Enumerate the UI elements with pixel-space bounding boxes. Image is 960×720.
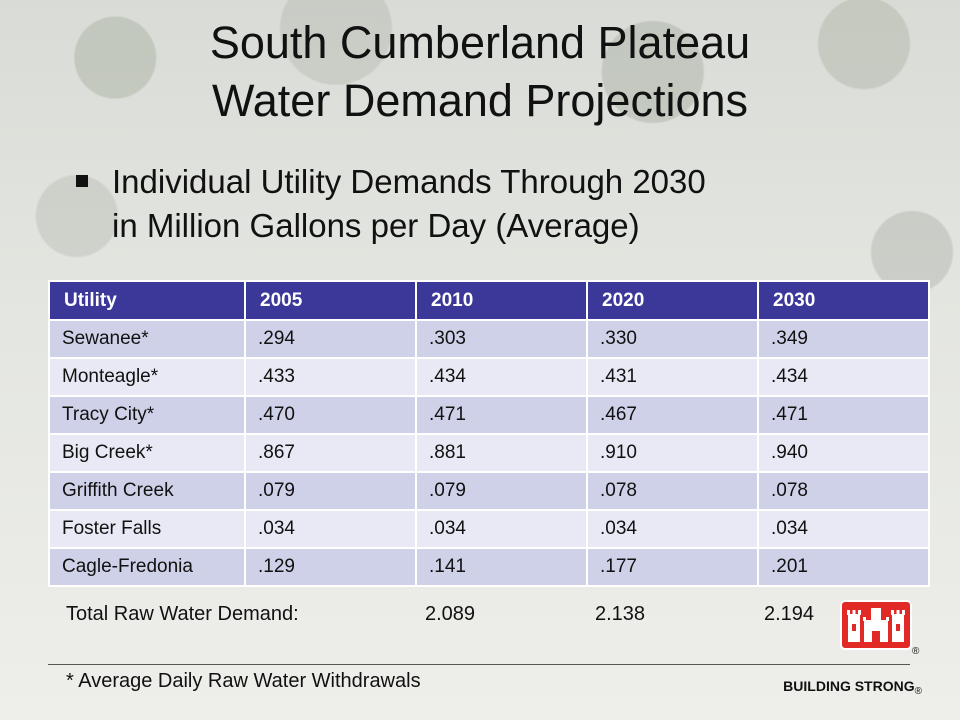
- cell-2030: .201: [757, 547, 930, 587]
- cell-2010: .434: [415, 357, 588, 397]
- brand-tagline: BUILDING STRONG®: [783, 678, 922, 697]
- square-bullet-icon: [76, 175, 88, 187]
- footnote: * Average Daily Raw Water Withdrawals: [66, 670, 421, 692]
- table-row: Monteagle* .433 .434 .431 .434: [48, 357, 930, 397]
- header-2010: 2010: [415, 280, 588, 321]
- table-row: Big Creek* .867 .881 .910 .940: [48, 433, 930, 473]
- header-2030: 2030: [757, 280, 930, 321]
- cell-2020: .910: [586, 433, 759, 473]
- cell-2005: .129: [244, 547, 417, 587]
- bullet-line-2: in Million Gallons per Day (Average): [112, 207, 640, 244]
- cell-2005: .470: [244, 395, 417, 435]
- footer-divider: [48, 664, 910, 665]
- cell-2030: .434: [757, 357, 930, 397]
- cell-2005: .867: [244, 433, 417, 473]
- cell-2010: .471: [415, 395, 588, 435]
- table-row: Foster Falls .034 .034 .034 .034: [48, 509, 930, 549]
- cell-2010: .034: [415, 509, 588, 549]
- bullet-line-1: Individual Utility Demands Through 2030: [112, 163, 706, 200]
- cell-2020: .467: [586, 395, 759, 435]
- cell-2030: .471: [757, 395, 930, 435]
- bullet-point: Individual Utility Demands Through 2030 …: [76, 160, 896, 248]
- cell-2005: .034: [244, 509, 417, 549]
- cell-2010: .303: [415, 319, 588, 359]
- cell-2005: .433: [244, 357, 417, 397]
- table-row: Tracy City* .470 .471 .467 .471: [48, 395, 930, 435]
- header-2005: 2005: [244, 280, 417, 321]
- cell-2020: .078: [586, 471, 759, 511]
- cell-2010: .079: [415, 471, 588, 511]
- usace-castle-icon: [840, 600, 912, 650]
- header-2020: 2020: [586, 280, 759, 321]
- brand-registered-mark: ®: [914, 686, 922, 697]
- cell-2020: .034: [586, 509, 759, 549]
- cell-2010: .141: [415, 547, 588, 587]
- total-2005: 2.089: [425, 603, 476, 625]
- cell-utility: Sewanee*: [48, 319, 246, 359]
- cell-2020: .177: [586, 547, 759, 587]
- cell-2005: .294: [244, 319, 417, 359]
- table-row: Cagle-Fredonia .129 .141 .177 .201: [48, 547, 930, 587]
- cell-2030: .078: [757, 471, 930, 511]
- table-row: Sewanee* .294 .303 .330 .349: [48, 319, 930, 359]
- logo-registered-mark: ®: [912, 646, 920, 657]
- header-utility: Utility: [48, 280, 246, 321]
- demand-table: Utility 2005 2010 2020 2030 Sewanee* .29…: [48, 280, 930, 587]
- cell-2020: .330: [586, 319, 759, 359]
- cell-2030: .034: [757, 509, 930, 549]
- table-header-row: Utility 2005 2010 2020 2030: [48, 280, 930, 321]
- cell-2030: .940: [757, 433, 930, 473]
- cell-2010: .881: [415, 433, 588, 473]
- total-label: Total Raw Water Demand:: [66, 603, 299, 625]
- cell-utility: Monteagle*: [48, 357, 246, 397]
- cell-utility: Cagle-Fredonia: [48, 547, 246, 587]
- cell-utility: Foster Falls: [48, 509, 246, 549]
- title-line-1: South Cumberland Plateau: [209, 17, 751, 68]
- cell-2030: .349: [757, 319, 930, 359]
- brand-text: BUILDING STRONG: [783, 678, 915, 694]
- page-title: South Cumberland Plateau Water Demand Pr…: [0, 14, 960, 130]
- cell-2020: .431: [586, 357, 759, 397]
- cell-utility: Big Creek*: [48, 433, 246, 473]
- total-2020: 2.194: [764, 603, 815, 625]
- cell-utility: Tracy City*: [48, 395, 246, 435]
- title-line-2: Water Demand Projections: [211, 75, 749, 126]
- total-2010: 2.138: [595, 603, 646, 625]
- cell-2005: .079: [244, 471, 417, 511]
- cell-utility: Griffith Creek: [48, 471, 246, 511]
- table-row: Griffith Creek .079 .079 .078 .078: [48, 471, 930, 511]
